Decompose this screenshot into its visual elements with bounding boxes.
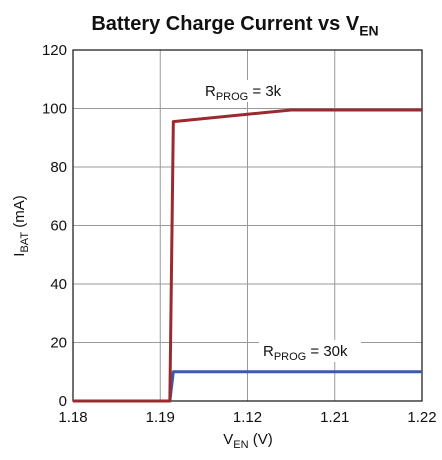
chart-title-part: Battery Charge Current vs V bbox=[91, 13, 360, 35]
chart-title: Battery Charge Current vs VEN bbox=[91, 13, 378, 39]
chart-title-part: EN bbox=[359, 23, 378, 39]
plot-frame bbox=[72, 49, 423, 402]
series-label-part: PROG bbox=[274, 351, 306, 363]
y-axis-label-part: BAT bbox=[19, 232, 31, 253]
x-tick-label: 1.22 bbox=[407, 409, 436, 426]
x-tick-label: 1.12 bbox=[233, 409, 262, 426]
series-label-part: R bbox=[263, 343, 274, 360]
label-bg bbox=[201, 80, 303, 102]
x-axis-label-part: V bbox=[223, 431, 233, 448]
x-axis-label-part: EN bbox=[233, 439, 248, 451]
series-label-part: = 30k bbox=[306, 343, 348, 360]
y-tick-label: 60 bbox=[50, 218, 67, 235]
x-tick-label: 1.21 bbox=[320, 409, 349, 426]
y-tick-label: 40 bbox=[50, 276, 67, 293]
x-axis-label-part: (V) bbox=[249, 431, 273, 448]
y-tick-label: 0 bbox=[59, 393, 67, 410]
y-tick-label: 100 bbox=[42, 101, 67, 118]
line bbox=[73, 108, 422, 403]
x-tick-label: 1.18 bbox=[58, 409, 87, 426]
y-axis-label-part: I bbox=[11, 253, 28, 257]
y-axis-label-part: (mA) bbox=[11, 195, 28, 232]
x-tick-label: 1.19 bbox=[146, 409, 175, 426]
y-tick-label: 20 bbox=[50, 335, 67, 352]
series-label-part: = 3k bbox=[248, 83, 281, 100]
x-axis-label: VEN (V) bbox=[223, 431, 272, 451]
y-tick-label: 120 bbox=[42, 42, 67, 59]
series-label: RPROG = 3k bbox=[205, 83, 282, 103]
series-label-part: PROG bbox=[216, 91, 248, 103]
label-bg bbox=[259, 340, 361, 362]
y-axis-label: IBAT (mA) bbox=[11, 195, 31, 256]
series-label: RPROG = 30k bbox=[263, 343, 348, 363]
series-label-part: R bbox=[205, 83, 216, 100]
y-tick-label: 80 bbox=[50, 159, 67, 176]
